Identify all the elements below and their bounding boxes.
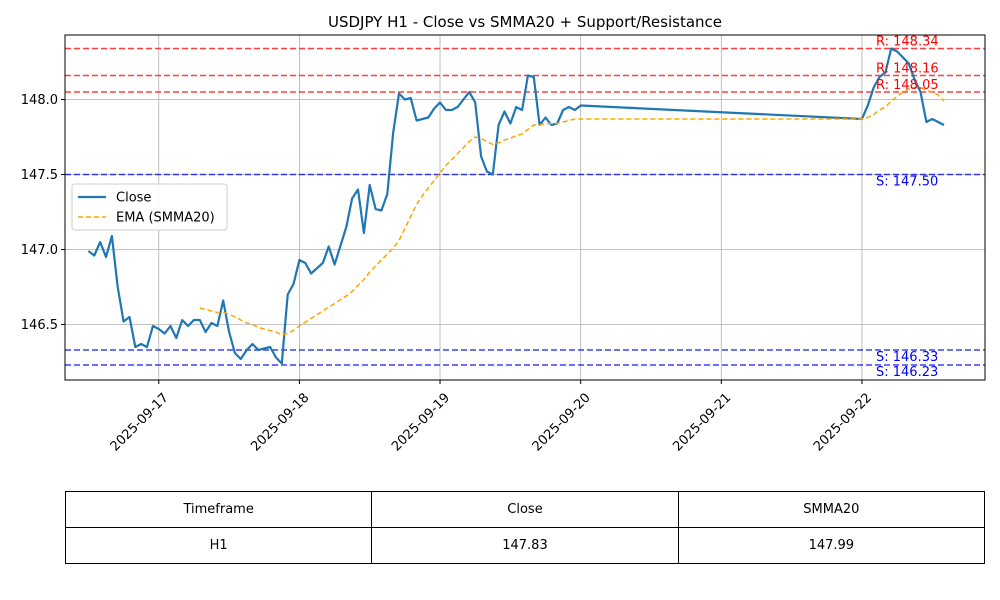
table-cell-smma20: 147.99 xyxy=(677,527,986,564)
chart: R: 148.34 R: 148.16R: 148.05 S: 147.50 S: 1… xyxy=(21,13,986,454)
support-label: S: 147.50 xyxy=(876,175,938,190)
x-tick-label: 2025-09-18 xyxy=(248,390,312,454)
support-label: S: 146.33 xyxy=(876,350,938,365)
table-header-smma20: SMMA20 xyxy=(677,491,986,528)
x-tick-label: 2025-09-19 xyxy=(389,390,453,454)
table-header-row: Timeframe Close SMMA20 xyxy=(64,491,986,528)
x-tick-label: 2025-09-21 xyxy=(670,390,734,454)
legend-close-label: Close xyxy=(116,191,151,206)
chart-title: USDJPY H1 - Close vs SMMA20 + Support/Re… xyxy=(328,13,722,31)
y-tick-label: 146.5 xyxy=(21,318,58,333)
x-tick-label: 2025-09-22 xyxy=(811,390,875,454)
smma20-line xyxy=(199,86,945,336)
x-tick-label: 2025-09-17 xyxy=(108,390,172,454)
y-tick-label: 148.0 xyxy=(21,93,58,108)
table-header-timeframe: Timeframe xyxy=(64,491,373,528)
plot-frame xyxy=(64,34,986,381)
support-label: S: 146.23 xyxy=(876,365,938,380)
resistance-label: R: 148.05 xyxy=(876,78,939,93)
table-cell-timeframe: H1 xyxy=(64,527,373,564)
y-tick-label: 147.0 xyxy=(21,243,58,258)
resistance-label: R: 148.16 xyxy=(876,62,939,77)
x-tick-label: 2025-09-20 xyxy=(530,390,594,454)
y-tick-label: 147.5 xyxy=(21,168,58,183)
legend-box xyxy=(71,183,228,231)
close-line xyxy=(87,47,945,365)
table-header-close: Close xyxy=(371,491,679,528)
legend-smma20-label: EMA (SMMA20) xyxy=(116,211,215,226)
legend: Close EMA (SMMA20) xyxy=(71,183,228,231)
table-cell-close: 147.83 xyxy=(371,527,679,564)
table-row: H1 147.83 147.99 xyxy=(64,527,986,564)
resistance-label: R: 148.34 xyxy=(876,35,939,50)
summary-table: Timeframe Close SMMA20 H1 147.83 147.99 xyxy=(64,491,986,564)
